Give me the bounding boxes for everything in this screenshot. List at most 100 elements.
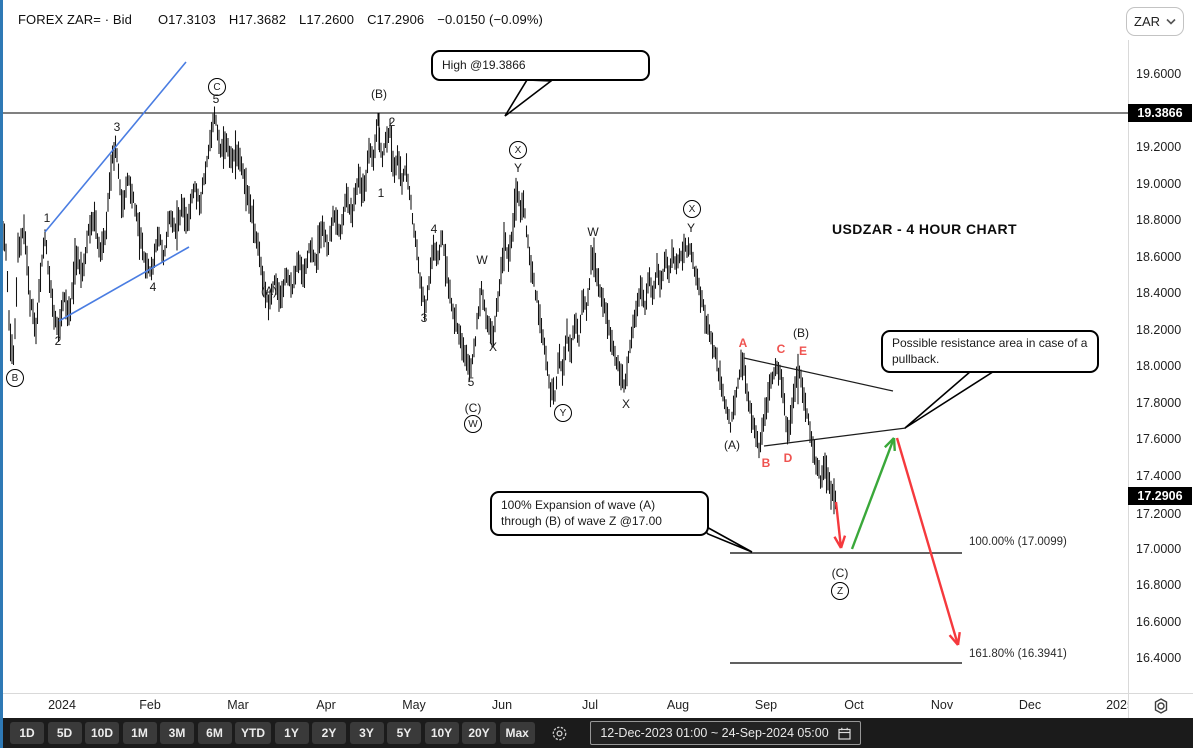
calendar-icon [838, 727, 851, 740]
price-tick-19.6000: 19.6000 [1136, 67, 1182, 81]
projection-arrowhead-2 [956, 631, 961, 646]
wave-label-w: W [464, 415, 482, 433]
price-tick-16.8000: 16.8000 [1136, 578, 1182, 592]
wave-label-3: 3 [113, 120, 121, 134]
range-button-3m[interactable]: 3M [160, 722, 195, 744]
quote-field-1: O17.3103 [157, 12, 216, 27]
quote-field-4: C17.2906 [367, 12, 425, 27]
price-tick-16.4000: 16.4000 [1136, 651, 1182, 665]
range-button-6m[interactable]: 6M [197, 722, 232, 744]
projection-arrowhead-0 [833, 536, 843, 549]
range-button-3y[interactable]: 3Y [349, 722, 384, 744]
price-axis-separator [1128, 0, 1129, 718]
wave-label-4: 4 [430, 222, 438, 236]
range-button-max[interactable]: Max [499, 722, 535, 744]
wave-label-c: C [208, 78, 226, 96]
wave-label-y: Y [513, 161, 523, 175]
price-tick-17.4000: 17.4000 [1136, 469, 1182, 483]
wave-label-3: 3 [420, 311, 428, 325]
price-tick-16.6000: 16.6000 [1136, 615, 1182, 629]
wave-label-1: 1 [43, 211, 51, 225]
projection-arrowhead-1 [883, 437, 895, 449]
callout-resistance[interactable]: Possible resistance area in case of a pu… [881, 330, 1099, 373]
range-button-1m[interactable]: 1M [122, 722, 157, 744]
time-tick-mar: Mar [227, 698, 249, 712]
time-tick-aug: Aug [666, 698, 690, 712]
range-button-20y[interactable]: 20Y [462, 722, 497, 744]
wave-label-b: B [761, 456, 771, 470]
time-tick-jul: Jul [582, 698, 598, 712]
wave-label-x: X [488, 340, 498, 354]
callout-beak-resistance [904, 367, 1000, 429]
projection-arrowhead-0 [839, 535, 847, 549]
range-button-10y[interactable]: 10Y [424, 722, 459, 744]
callout-high[interactable]: High @19.3866 [431, 50, 650, 81]
projection-arrowhead-1 [892, 437, 896, 452]
toolbar-settings-icon[interactable] [546, 722, 572, 744]
price-tick-19.2000: 19.2000 [1136, 140, 1182, 154]
wave-label-x: X [509, 141, 527, 159]
range-toolbar: 1D 5D 10D 1M 3M 6M YTD 1Y 2Y 3Y 5Y 10Y 20Y Max 12-Dec… [0, 718, 1193, 748]
time-axis-separator [0, 693, 1193, 694]
projection-arrow-2 [895, 437, 960, 646]
time-tick-2025: 2025 [1106, 698, 1128, 712]
quote-header-bar: FOREX ZAR= · Bid O17.3103 H17.3682 L17.2600… [0, 0, 1193, 40]
wave-label-5: 5 [467, 375, 475, 389]
date-range-text: 12-Dec-2023 01:00 ~ 24-Sep-2024 05:00 [600, 726, 829, 740]
wave-label-c: (C) [464, 401, 482, 415]
price-series-candles [0, 106, 837, 515]
time-tick-dec: Dec [1018, 698, 1042, 712]
wave-label-4: 4 [149, 280, 157, 294]
wave-label-5: 5 [212, 92, 220, 106]
wave-label-b: (B) [793, 326, 809, 340]
window-edge-accent [0, 0, 3, 748]
fib-level-label-1: 161.80% (16.3941) [969, 648, 1067, 660]
callout-beak-high [504, 79, 554, 117]
projection-arrow-1 [850, 437, 896, 550]
range-button-1y[interactable]: 1Y [274, 722, 309, 744]
currency-selector[interactable]: ZAR [1126, 7, 1184, 36]
price-tick-18.4000: 18.4000 [1136, 286, 1182, 300]
range-button-1d[interactable]: 1D [10, 722, 44, 744]
range-button-10d[interactable]: 10D [85, 722, 120, 744]
wave-label-2: 2 [388, 115, 396, 129]
annotation-line-1 [44, 61, 187, 233]
price-tick-17.8000: 17.8000 [1136, 396, 1182, 410]
price-tick-17.2000: 17.2000 [1136, 507, 1182, 521]
wave-label-b: B [6, 369, 24, 387]
chevron-down-icon [1166, 18, 1176, 25]
chart-title: USDZAR - 4 HOUR CHART [832, 221, 1017, 237]
projection-arrow-0 [834, 501, 843, 549]
time-tick-sep: Sep [754, 698, 778, 712]
price-tick-18.6000: 18.6000 [1136, 250, 1182, 264]
callout-expansion[interactable]: 100% Expansion of wave (A) through (B) o… [490, 491, 709, 536]
wave-label-2: 2 [54, 334, 62, 348]
range-button-ytd[interactable]: YTD [235, 722, 272, 744]
price-tick-18.2000: 18.2000 [1136, 323, 1182, 337]
wave-label-w: W [587, 225, 599, 239]
wave-label-1: 1 [377, 186, 385, 200]
currency-selector-label: ZAR [1134, 14, 1160, 29]
price-tag-19.3866: 19.3866 [1128, 104, 1192, 122]
annotation-line-4 [763, 427, 907, 447]
time-tick-apr: Apr [316, 698, 336, 712]
wave-label-x: X [621, 397, 631, 411]
axis-settings-icon[interactable] [1149, 697, 1173, 720]
time-tick-2024: 2024 [48, 698, 76, 712]
ohlc-readout: FOREX ZAR= · Bid O17.3103 H17.3682 L17.2600… [18, 12, 556, 27]
range-button-5y[interactable]: 5Y [387, 722, 422, 744]
time-tick-jun: Jun [491, 698, 513, 712]
wave-label-b: (B) [371, 87, 387, 101]
wave-label-z: Z [831, 582, 849, 600]
range-button-5d[interactable]: 5D [47, 722, 82, 744]
wave-label-y: Y [686, 221, 696, 235]
time-tick-may: May [402, 698, 426, 712]
wave-label-w: W [476, 253, 488, 267]
price-tick-18.8000: 18.8000 [1136, 213, 1182, 227]
range-button-2y[interactable]: 2Y [312, 722, 347, 744]
time-axis[interactable]: 2024 Feb Mar Apr May Jun Jul Aug Sep Oct Nov Dec 202… [0, 694, 1128, 718]
annotation-line-3 [743, 357, 894, 392]
date-range-picker[interactable]: 12-Dec-2023 01:00 ~ 24-Sep-2024 05:00 [590, 721, 861, 745]
